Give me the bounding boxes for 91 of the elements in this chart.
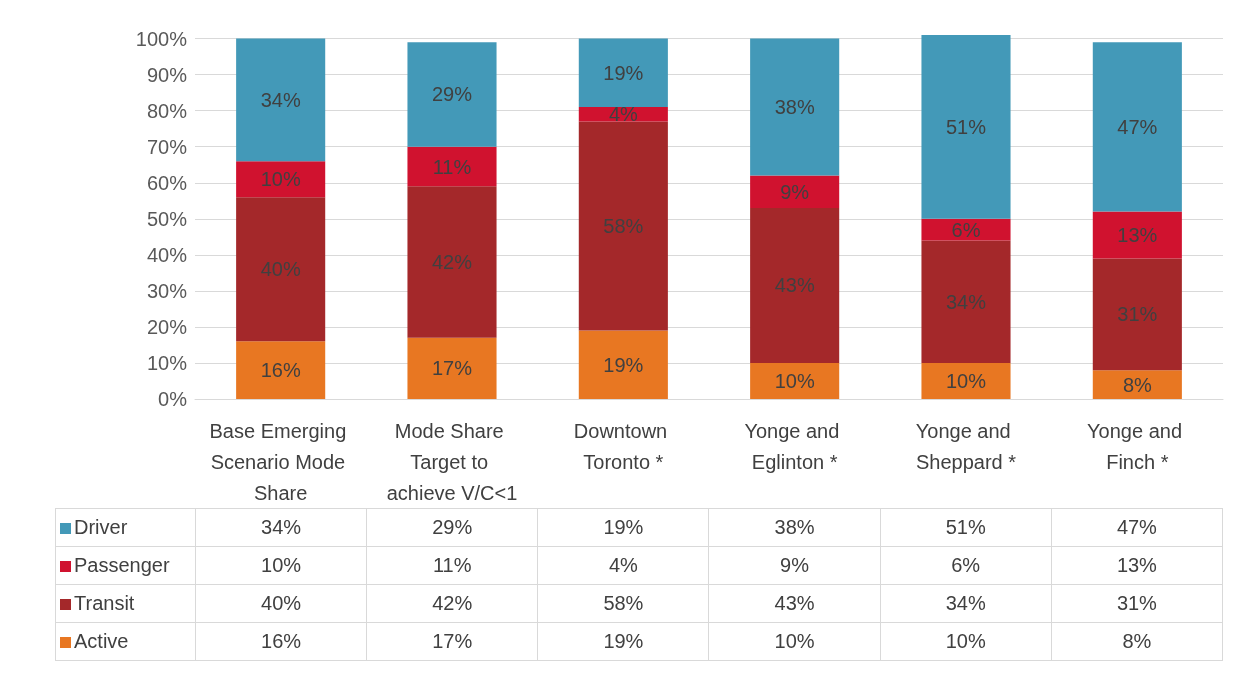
text: 31% xyxy=(1117,303,1158,326)
text: 16% xyxy=(260,359,301,382)
y-tick-label: 60% xyxy=(146,171,188,194)
data-label: 10% xyxy=(708,622,881,661)
bar xyxy=(750,38,840,176)
data-label: 47% xyxy=(1051,508,1223,547)
text: 40% xyxy=(260,258,301,281)
data-label: 42% xyxy=(366,584,538,623)
bar xyxy=(236,38,326,162)
bar xyxy=(236,161,326,198)
text: 10% xyxy=(945,369,987,392)
text: 38% xyxy=(774,96,815,119)
data-label: 31% xyxy=(1051,584,1223,623)
bar xyxy=(578,330,668,399)
legend-label: Active xyxy=(74,630,129,652)
text: 17% xyxy=(431,357,473,380)
x-tick-label: Yonge and Eglinton * xyxy=(744,419,845,473)
data-label: 16% xyxy=(195,622,367,661)
data-label: 19% xyxy=(537,622,709,661)
bar xyxy=(921,362,1011,399)
data-label: 9% xyxy=(708,546,881,585)
x-tick-label: Base Emerging Scenario Mode Share xyxy=(209,419,352,504)
y-tick-label: 40% xyxy=(146,243,188,266)
bar xyxy=(407,186,497,338)
data-label: 10% xyxy=(880,622,1052,661)
bar xyxy=(750,175,840,208)
legend-label: Transit xyxy=(74,592,135,614)
text: 10% xyxy=(260,168,301,191)
bar xyxy=(750,362,840,399)
data-label: 10% xyxy=(195,546,367,585)
legend-label: Driver xyxy=(74,516,128,538)
text: 11% xyxy=(432,155,472,178)
data-label: 34% xyxy=(195,508,367,547)
bar xyxy=(578,121,668,331)
y-tick-label: 100% xyxy=(135,27,188,50)
bar xyxy=(407,146,497,187)
text: 34% xyxy=(260,88,301,111)
text: 58% xyxy=(603,215,644,238)
text: 29% xyxy=(431,83,473,106)
data-label: 51% xyxy=(880,508,1052,547)
bar xyxy=(1092,42,1182,212)
data-label: 17% xyxy=(366,622,538,661)
text: 4% xyxy=(608,103,638,126)
y-tick-label: 0% xyxy=(158,388,188,410)
bar xyxy=(1092,370,1182,399)
data-label: 38% xyxy=(708,508,881,547)
bar xyxy=(921,35,1011,219)
data-label: 43% xyxy=(708,584,881,623)
data-label: 29% xyxy=(366,508,538,547)
x-tick-label: Mode Share Target to achieve V/C<1 xyxy=(386,419,518,504)
bar xyxy=(1092,211,1182,259)
data-label: 40% xyxy=(195,584,367,623)
text: 10% xyxy=(774,369,815,392)
data-label: 13% xyxy=(1051,546,1223,585)
data-label: 6% xyxy=(880,546,1052,585)
y-tick-label: 30% xyxy=(146,279,188,302)
text: 9% xyxy=(780,180,810,203)
text: 34% xyxy=(945,290,987,313)
y-tick-label: 20% xyxy=(146,315,188,338)
data-label: 11% xyxy=(366,546,538,585)
data-label: 8% xyxy=(1051,622,1223,661)
x-tick-label: Yonge and Finch * xyxy=(1087,419,1188,473)
text: 51% xyxy=(945,115,987,138)
text: 13% xyxy=(1117,224,1158,247)
x-tick-label: Downtown Toronto * xyxy=(573,419,673,473)
bar xyxy=(1092,258,1182,371)
data-label: 19% xyxy=(537,508,709,547)
y-tick-label: 50% xyxy=(146,207,188,230)
bar xyxy=(407,42,497,147)
text: 8% xyxy=(1122,373,1152,396)
x-tick-label: Yonge and Sheppard * xyxy=(915,419,1017,473)
data-label: 4% xyxy=(537,546,709,585)
text: 19% xyxy=(603,61,644,84)
text: 6% xyxy=(951,218,981,241)
text: 43% xyxy=(774,274,815,297)
bar xyxy=(921,240,1011,363)
text: 42% xyxy=(431,251,473,274)
y-tick-label: 90% xyxy=(146,63,188,86)
bar xyxy=(750,207,840,363)
data-label: 34% xyxy=(880,584,1052,623)
y-tick-label: 70% xyxy=(146,135,188,158)
y-tick-label: 80% xyxy=(146,99,188,122)
legend-label: Passenger xyxy=(74,554,170,576)
text: 47% xyxy=(1117,115,1158,138)
text: 19% xyxy=(603,353,644,376)
y-tick-label: 10% xyxy=(146,351,188,374)
bar xyxy=(407,337,497,399)
bar xyxy=(236,341,326,399)
bar xyxy=(236,197,326,342)
data-label: 58% xyxy=(537,584,709,623)
bar xyxy=(578,38,668,108)
